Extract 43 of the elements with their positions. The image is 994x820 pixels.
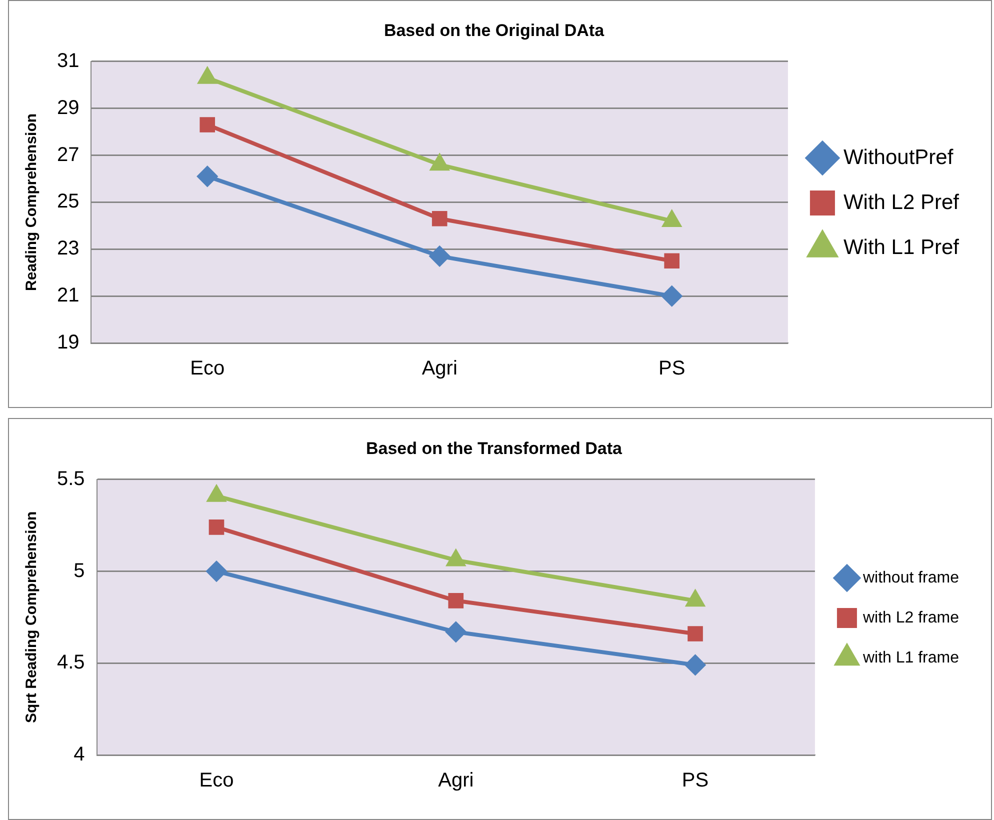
point <box>206 561 226 582</box>
y-tick-label: 21 <box>56 284 80 307</box>
y-tick-label: 31 <box>56 50 80 72</box>
point <box>197 166 218 186</box>
point <box>208 486 226 502</box>
legend-label: With L2 Pref <box>843 190 960 214</box>
y-tick-label: 27 <box>56 144 80 166</box>
y-tick-label: 4.5 <box>56 652 85 674</box>
y-tick-label: 25 <box>56 190 80 213</box>
point <box>198 68 216 84</box>
point <box>432 210 448 226</box>
legend-label: without frame <box>862 569 960 586</box>
point <box>685 654 706 675</box>
x-tick-label: Agri <box>438 770 474 792</box>
y-axis-title: Sqrt Reading Comprehension <box>23 511 40 724</box>
x-tick-label: Eco <box>199 770 234 792</box>
point <box>430 246 450 266</box>
y-axis-title: Reading Comprehension <box>23 113 40 291</box>
legend-label: with L1 frame <box>862 649 960 666</box>
y-tick-label: 29 <box>56 96 80 119</box>
chart-title: Based on the Transformed Data <box>366 438 623 458</box>
point <box>446 622 466 642</box>
legend-label: WithoutPref <box>843 146 954 169</box>
chart-title: Based on the Original DAta <box>384 20 605 40</box>
point <box>664 253 680 269</box>
point <box>686 590 704 607</box>
x-tick-label: PS <box>682 770 709 792</box>
point <box>446 550 465 566</box>
x-tick-label: Agri <box>422 358 458 380</box>
point <box>430 154 449 171</box>
point <box>662 286 682 306</box>
y-tick-label: 19 <box>56 332 80 354</box>
y-tick-label: 4 <box>74 744 85 766</box>
legend-label: With L1 Pref <box>843 236 960 259</box>
x-tick-label: Eco <box>190 358 225 380</box>
point <box>688 626 703 642</box>
point <box>448 593 464 608</box>
y-tick-label: 5.5 <box>56 468 85 490</box>
point <box>200 117 216 132</box>
x-tick-label: PS <box>658 358 686 380</box>
y-tick-label: 23 <box>56 238 80 260</box>
legend-label: with L2 frame <box>862 609 960 626</box>
y-tick-label: 5 <box>74 560 85 582</box>
